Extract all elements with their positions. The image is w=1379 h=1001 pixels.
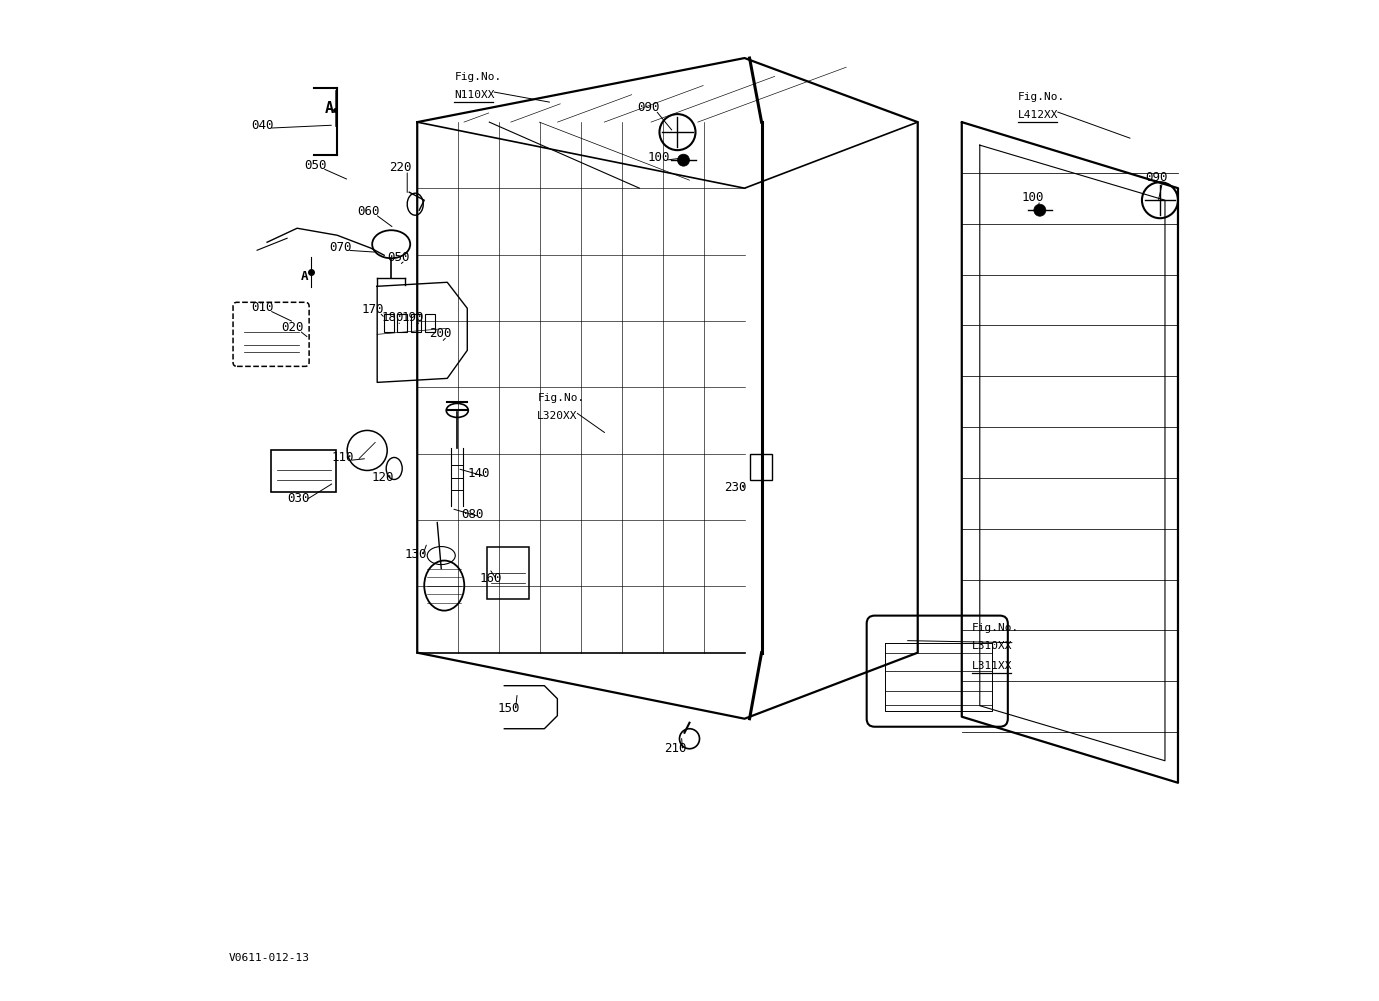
Text: 230: 230 (724, 481, 747, 494)
Text: 180: 180 (381, 311, 404, 324)
Bar (487, 547, 530, 599)
Text: 080: 080 (461, 508, 484, 521)
Text: L310XX: L310XX (972, 641, 1012, 651)
Text: 010: 010 (251, 301, 273, 314)
Bar (385, 314, 394, 332)
Text: Fig.No.: Fig.No. (1018, 92, 1065, 102)
Text: N110XX: N110XX (454, 90, 495, 100)
Bar (750, 454, 772, 480)
Text: 050: 050 (305, 159, 327, 172)
Text: 060: 060 (357, 205, 379, 218)
Bar (397, 314, 407, 332)
Text: 190: 190 (401, 311, 423, 324)
Text: 120: 120 (371, 471, 393, 484)
Text: V0611-012-13: V0611-012-13 (229, 953, 310, 963)
Text: L412XX: L412XX (1018, 110, 1058, 120)
Text: 090: 090 (637, 101, 661, 114)
Text: L320XX: L320XX (538, 411, 578, 421)
Text: 110: 110 (331, 451, 353, 464)
Text: 150: 150 (498, 702, 520, 715)
Text: L311XX: L311XX (972, 661, 1012, 671)
Circle shape (677, 154, 690, 166)
Text: 020: 020 (281, 321, 303, 334)
Text: 140: 140 (467, 467, 490, 480)
Text: Fig.No.: Fig.No. (972, 623, 1019, 633)
Text: A: A (325, 101, 334, 115)
Text: 160: 160 (480, 572, 502, 585)
Text: 030: 030 (287, 491, 310, 505)
Text: 130: 130 (404, 548, 426, 561)
Text: 100: 100 (1022, 191, 1044, 204)
Text: 100: 100 (648, 151, 670, 164)
Bar (272, 450, 336, 492)
Text: 170: 170 (361, 303, 383, 316)
Circle shape (1034, 204, 1045, 216)
Text: 090: 090 (1145, 171, 1168, 184)
Text: A: A (301, 270, 309, 282)
Bar (411, 314, 421, 332)
Text: 050: 050 (387, 251, 410, 264)
Text: Fig.No.: Fig.No. (538, 393, 585, 403)
Bar (425, 314, 436, 332)
Text: 070: 070 (330, 241, 352, 254)
Text: 040: 040 (251, 119, 273, 132)
Text: 220: 220 (389, 161, 412, 174)
Text: 200: 200 (429, 327, 452, 340)
Text: 210: 210 (665, 742, 687, 755)
Text: Fig.No.: Fig.No. (454, 72, 502, 82)
